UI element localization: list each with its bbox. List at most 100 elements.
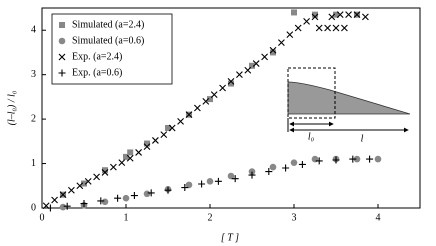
point — [227, 77, 235, 85]
point — [198, 180, 206, 188]
point — [328, 13, 336, 21]
point — [185, 181, 193, 189]
point — [59, 22, 65, 28]
point — [252, 60, 260, 67]
legend-label: Exp. (a=0.6) — [72, 67, 122, 78]
point — [228, 80, 234, 87]
inset-label: l₀ — [308, 131, 315, 142]
point — [270, 49, 276, 56]
point — [332, 24, 340, 32]
point — [282, 164, 290, 172]
point — [101, 198, 109, 206]
point — [265, 168, 273, 176]
point — [168, 124, 176, 132]
point — [68, 186, 75, 194]
point — [123, 153, 129, 160]
point — [336, 11, 344, 19]
point — [374, 155, 382, 163]
x-tick-label: 4 — [376, 212, 381, 223]
plot-frame — [41, 7, 421, 209]
point — [353, 155, 361, 163]
y-tick-label: 4 — [31, 25, 36, 36]
point — [181, 184, 189, 192]
point — [236, 71, 243, 79]
point — [143, 143, 151, 151]
point — [46, 204, 54, 212]
point — [58, 37, 66, 45]
point — [286, 31, 294, 39]
point — [58, 53, 66, 61]
y-tick-label: 3 — [31, 69, 36, 80]
point — [127, 149, 134, 156]
point — [261, 53, 268, 61]
point — [244, 66, 252, 74]
point — [303, 17, 310, 25]
point — [58, 69, 66, 77]
point — [51, 196, 58, 204]
point — [324, 24, 331, 32]
point — [269, 163, 277, 171]
point — [248, 171, 256, 179]
point — [291, 9, 297, 16]
point — [219, 84, 226, 92]
point — [80, 200, 88, 208]
inset-shape — [287, 81, 411, 115]
legend-box — [51, 13, 173, 85]
point — [214, 177, 222, 185]
point — [349, 155, 357, 163]
y-axis-label: (l–l₀) / l₀ — [6, 90, 17, 125]
point — [315, 24, 323, 32]
point — [249, 62, 255, 69]
point — [312, 11, 318, 18]
inset-label: l — [361, 133, 364, 144]
point — [185, 111, 193, 119]
point — [135, 149, 142, 156]
point — [269, 46, 277, 54]
inset-diagram: l₀ l — [287, 67, 411, 144]
point — [202, 97, 210, 105]
x-axis-label: [ T ] — [221, 232, 239, 243]
point — [311, 13, 319, 21]
point — [126, 154, 134, 162]
point — [333, 11, 339, 18]
point — [63, 202, 71, 210]
y-tick-label: 1 — [31, 158, 36, 169]
legend-label: Simulated (a=0.6) — [72, 35, 144, 46]
x-tick-label: 2 — [208, 212, 213, 223]
point — [341, 24, 348, 32]
point — [332, 156, 340, 164]
x-tick-label: 3 — [292, 212, 297, 223]
point — [194, 104, 201, 112]
point — [362, 13, 369, 21]
x-tick-label: 1 — [124, 212, 129, 223]
y-tick-label: 2 — [31, 113, 36, 124]
point — [84, 177, 92, 185]
x-tick-label: 0 — [40, 212, 45, 223]
point — [278, 39, 285, 47]
point — [97, 197, 105, 205]
point — [144, 140, 150, 147]
point — [152, 137, 159, 144]
point — [345, 11, 352, 19]
point — [81, 180, 87, 187]
point — [93, 173, 100, 181]
point — [366, 155, 374, 163]
point — [248, 168, 256, 175]
point — [210, 91, 218, 99]
point — [130, 192, 138, 200]
point — [101, 169, 109, 176]
point — [294, 24, 302, 32]
legend-label: Exp. (a=2.4) — [72, 51, 122, 62]
point — [160, 131, 168, 139]
point — [122, 194, 130, 202]
point — [231, 175, 239, 183]
point — [207, 96, 213, 103]
point — [59, 203, 67, 211]
point — [206, 178, 214, 185]
point — [147, 189, 155, 197]
point — [76, 182, 84, 190]
point — [290, 159, 298, 166]
point — [164, 186, 172, 194]
point — [102, 167, 108, 174]
